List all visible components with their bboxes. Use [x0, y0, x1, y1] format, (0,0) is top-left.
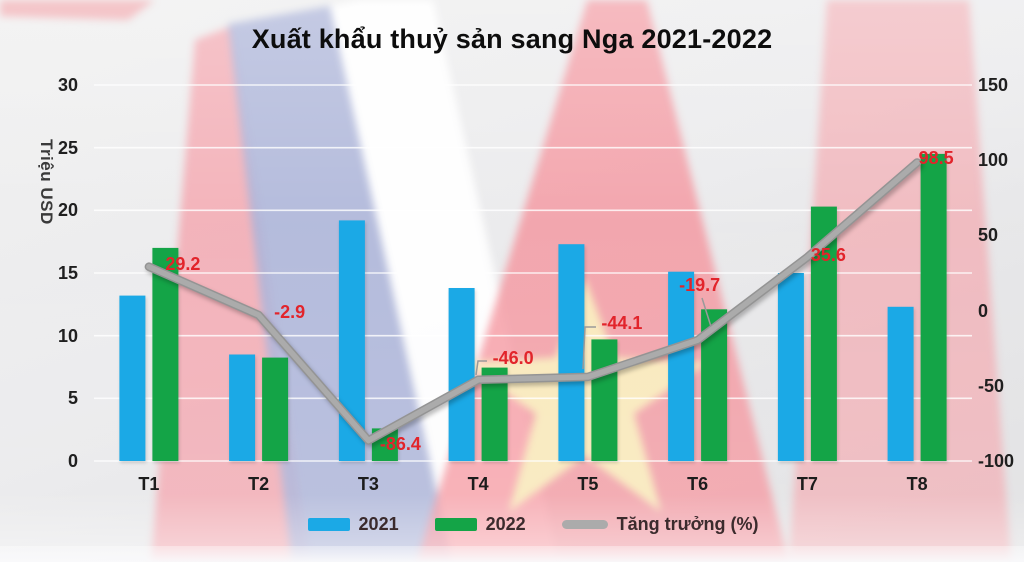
left-axis-tick: 20: [57, 200, 78, 221]
legend-swatch-growth-line: [561, 519, 608, 529]
right-axis-tick: 0: [978, 300, 989, 321]
legend-item-growth: Tăng trưởng (%): [561, 513, 759, 535]
growth-data-label: 29.2: [165, 253, 201, 274]
right-axis-tick: -50: [978, 375, 1005, 396]
bar-2021-T8: [887, 306, 914, 461]
left-axis-tick: 10: [57, 325, 78, 346]
left-axis-tick: 30: [57, 75, 78, 95]
right-axis-tick: 50: [978, 225, 999, 246]
x-axis-label-T2: T2: [248, 474, 270, 494]
legend-item-2021: 2021: [307, 513, 399, 535]
growth-data-label: -86.4: [379, 433, 421, 454]
growth-data-label: -44.1: [601, 312, 643, 333]
x-axis-label-T8: T8: [906, 474, 928, 494]
left-axis-tick: 5: [67, 388, 78, 409]
legend-label-2021: 2021: [358, 513, 399, 534]
growth-data-label: -2.9: [274, 301, 306, 322]
bar-2022-T8: [920, 153, 947, 461]
growth-line: [144, 158, 922, 445]
legend-item-2022: 2022: [434, 513, 526, 535]
bar-2022-T5: [591, 339, 618, 461]
legend-swatch-2021: [307, 517, 350, 531]
bar-2021-T7: [777, 273, 804, 461]
data-label-leader-line: [582, 326, 596, 370]
legend-label-2022: 2022: [485, 513, 526, 534]
right-axis-tick: 100: [978, 150, 1009, 171]
right-axis-tick: 150: [978, 75, 1009, 95]
chart-title: Xuất khẩu thuỷ sản sang Nga 2021-2022: [251, 24, 773, 54]
x-axis-label-T5: T5: [577, 474, 599, 494]
right-axis-tick: -100: [978, 451, 1015, 471]
left-axis-tick: 25: [57, 137, 78, 158]
left-axis-tick: 0: [67, 451, 78, 471]
left-axis-title: Triệu USD: [37, 139, 56, 225]
x-axis-label-T4: T4: [467, 474, 489, 494]
growth-data-label: 98.5: [918, 148, 954, 169]
bar-2021-T1: [119, 295, 146, 461]
bar-2022-T1: [152, 247, 179, 461]
growth-line-core: [146, 159, 920, 444]
bars: [119, 153, 947, 461]
growth-data-label: -19.7: [679, 275, 721, 296]
legend-label-growth: Tăng trưởng (%): [616, 513, 759, 534]
bar-2021-T2: [229, 354, 256, 461]
legend-swatch-2022: [434, 517, 477, 531]
background-bottom-strip: [0, 546, 1024, 562]
bar-2021-T5: [558, 244, 585, 461]
bar-2021-T4: [448, 288, 475, 461]
bar-2021-T6: [668, 271, 695, 461]
x-axis-label-T1: T1: [138, 474, 160, 494]
bar-2022-T2: [262, 357, 289, 461]
x-axis-label-T7: T7: [796, 474, 818, 494]
left-axis-tick: 15: [57, 263, 78, 283]
legend: 2021 2022 Tăng trưởng (%): [94, 511, 972, 537]
growth-data-label: -46.0: [492, 347, 534, 368]
x-axis-label-T3: T3: [357, 474, 379, 494]
growth-data-label: 35.6: [810, 245, 846, 266]
x-axis-label-T6: T6: [687, 474, 709, 494]
data-label-leader-line: [475, 360, 487, 376]
